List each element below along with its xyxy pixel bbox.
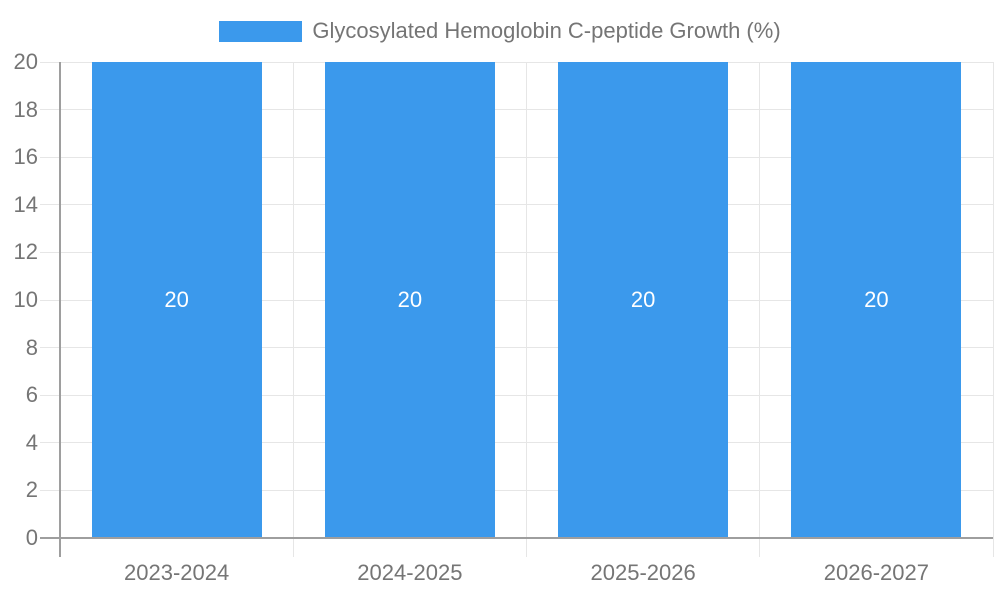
y-tick-label: 8 bbox=[25, 334, 38, 360]
x-axis-line bbox=[40, 537, 993, 539]
y-gridline bbox=[40, 299, 993, 301]
y-gridline bbox=[40, 204, 993, 206]
y-tick-label: 10 bbox=[13, 287, 38, 312]
y-gridline bbox=[40, 347, 993, 349]
y-tick-label: 12 bbox=[13, 239, 38, 265]
x-tick-label: 2024-2025 bbox=[357, 560, 463, 585]
x-tick-label: 2023-2024 bbox=[124, 560, 230, 585]
x-tick-label: 2025-2026 bbox=[590, 560, 696, 585]
x-gridline bbox=[292, 62, 294, 557]
legend-swatch-icon bbox=[219, 20, 303, 42]
bar-value-label: 20 bbox=[864, 287, 889, 312]
y-axis-line bbox=[59, 62, 61, 557]
bar-2025-2026[interactable] bbox=[558, 62, 729, 538]
legend-label: Glycosylated Hemoglobin C-peptide Growth… bbox=[312, 18, 781, 43]
bar-value-label: 20 bbox=[397, 287, 423, 312]
y-tick-label: 14 bbox=[13, 191, 38, 217]
x-gridline bbox=[759, 62, 761, 557]
y-tick-label: 2 bbox=[25, 477, 38, 503]
y-tick-label: 16 bbox=[13, 144, 38, 170]
y-tick-label: 18 bbox=[13, 96, 38, 122]
bar-value-label: 20 bbox=[164, 287, 189, 312]
y-tick-label: 0 bbox=[25, 525, 38, 550]
y-tick-label: 20 bbox=[13, 49, 38, 74]
x-gridline bbox=[992, 62, 994, 557]
y-gridline bbox=[40, 489, 993, 491]
chart-legend[interactable]: Glycosylated Hemoglobin C-peptide Growth… bbox=[0, 18, 1000, 44]
y-gridline bbox=[40, 251, 993, 253]
x-tick-label: 2026-2027 bbox=[823, 560, 929, 585]
x-gridline bbox=[526, 62, 527, 557]
y-tick-label: 6 bbox=[25, 382, 38, 408]
bar-2024-2025[interactable] bbox=[324, 62, 495, 538]
y-gridline bbox=[40, 442, 993, 444]
y-gridline bbox=[40, 61, 993, 63]
y-gridline bbox=[40, 156, 993, 158]
bar-value-label: 20 bbox=[630, 287, 656, 312]
bar-2026-2027[interactable] bbox=[791, 62, 962, 538]
y-gridline bbox=[40, 109, 993, 111]
bar-2023-2024[interactable] bbox=[91, 62, 262, 538]
y-gridline bbox=[40, 394, 993, 396]
y-tick-label: 4 bbox=[25, 429, 38, 455]
